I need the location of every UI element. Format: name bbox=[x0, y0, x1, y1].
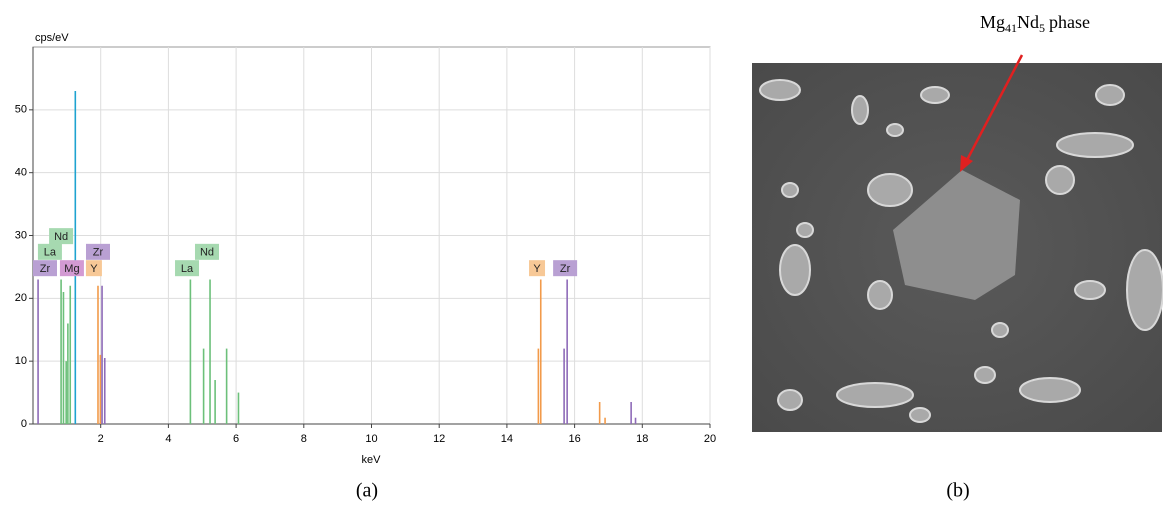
x-tick-label: 12 bbox=[433, 433, 445, 445]
arrow bbox=[964, 54, 1024, 163]
arrow-head bbox=[960, 155, 973, 172]
x-tick-label: 10 bbox=[365, 433, 377, 445]
peak-label-box bbox=[37, 243, 62, 260]
y-tick-label: 50 bbox=[15, 104, 27, 116]
x-tick-label: 4 bbox=[165, 433, 171, 445]
peak-label: La bbox=[44, 247, 57, 259]
phase-label: Mg41Nd5 phase bbox=[980, 12, 1090, 35]
x-tick-label: 6 bbox=[233, 433, 239, 445]
x-tick-label: 20 bbox=[704, 433, 716, 445]
y-tick-label: 10 bbox=[15, 355, 27, 367]
peak-label-box bbox=[33, 260, 57, 277]
x-tick-label: 16 bbox=[568, 433, 580, 445]
peak-label: La bbox=[181, 263, 194, 275]
x-axis-label: keV bbox=[362, 454, 382, 466]
x-tick-label: 18 bbox=[636, 433, 648, 445]
sem-image bbox=[752, 63, 1163, 432]
peak-label: Zr bbox=[560, 263, 571, 275]
peak-label-box bbox=[175, 260, 200, 277]
peak-label: Y bbox=[90, 263, 98, 275]
peak-label-box bbox=[194, 243, 219, 260]
peak-label: Zr bbox=[93, 247, 104, 259]
peak-label: Mg bbox=[64, 263, 79, 275]
peak-label-box bbox=[85, 243, 110, 260]
x-tick-label: 2 bbox=[98, 433, 104, 445]
peak-label-box bbox=[529, 260, 546, 277]
peak-label-box bbox=[553, 260, 578, 277]
peak-label-box bbox=[59, 260, 84, 277]
peak-label: Nd bbox=[54, 231, 68, 243]
peak-label: Y bbox=[533, 263, 541, 275]
caption: (a) bbox=[356, 480, 378, 502]
x-tick-label: 8 bbox=[301, 433, 307, 445]
peak-label-box bbox=[85, 260, 102, 277]
caption: (b) bbox=[946, 480, 969, 502]
peak-label-box bbox=[49, 228, 74, 245]
y-tick-label: 40 bbox=[15, 167, 27, 179]
y-tick-label: 30 bbox=[15, 229, 27, 241]
x-tick-label: 14 bbox=[501, 433, 513, 445]
peak-label: Nd bbox=[200, 247, 214, 259]
y-tick-label: 20 bbox=[15, 292, 27, 304]
peak-label: Zr bbox=[40, 263, 51, 275]
y-tick-label: 0 bbox=[21, 418, 27, 430]
y-axis-label: cps/eV bbox=[35, 32, 69, 44]
